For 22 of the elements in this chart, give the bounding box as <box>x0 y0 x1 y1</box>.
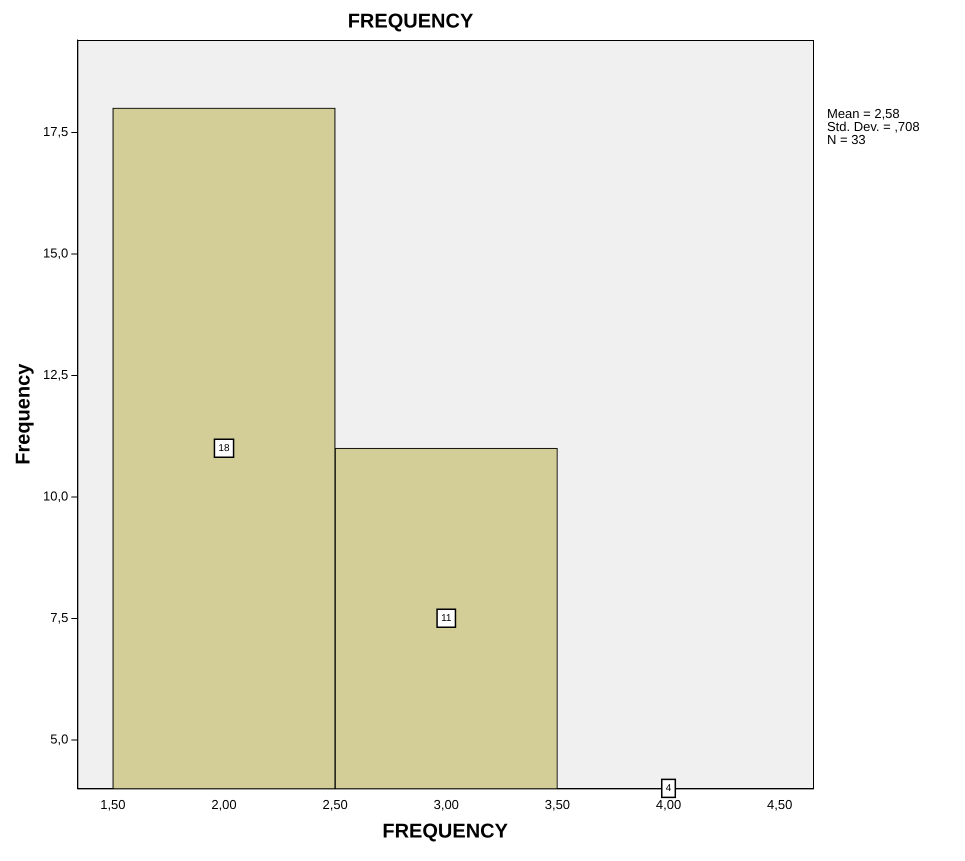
data-label: 18 <box>218 442 230 454</box>
text: N = 33 <box>827 132 866 148</box>
y-tick-label: 12,5 <box>42 366 68 382</box>
x-tick-label: 4,00 <box>656 796 682 812</box>
y-tick-label: 10,0 <box>42 488 68 504</box>
x-axis-title: FREQUENCY <box>382 820 509 843</box>
chart-title: FREQUENCY <box>348 10 474 33</box>
x-tick-label: 3,50 <box>544 796 570 812</box>
y-tick-label: 17,5 <box>42 124 68 139</box>
y-tick-label: 5,0 <box>50 731 68 746</box>
x-tick-label: 3,00 <box>434 796 459 812</box>
y-tick-label: 15,0 <box>42 245 68 260</box>
x-tick-label: 1,50 <box>100 796 126 812</box>
y-tick-label: 7,5 <box>50 610 68 625</box>
y-axis-title: Frequency <box>12 362 35 465</box>
data-label: 4 <box>666 783 672 794</box>
x-tick-label: 2,50 <box>322 796 348 812</box>
text: Std. Dev. = ,708 <box>827 119 920 134</box>
x-tick-label: 2,00 <box>211 796 237 812</box>
text: Mean = 2,58 <box>827 106 900 122</box>
x-tick-label: 4,50 <box>767 796 792 812</box>
data-label: 11 <box>441 613 452 624</box>
